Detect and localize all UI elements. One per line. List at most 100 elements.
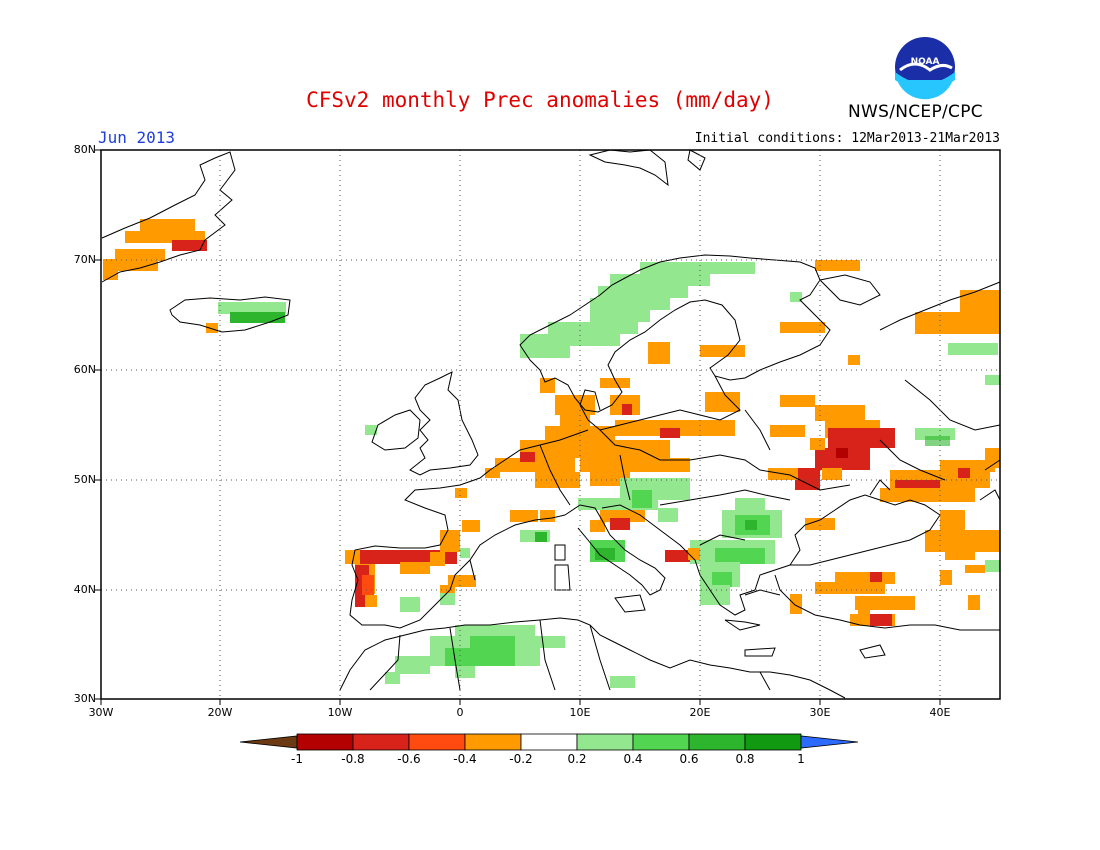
anomaly-cell xyxy=(648,342,670,364)
anomaly-cell xyxy=(560,412,590,426)
anomaly-cell xyxy=(520,346,570,358)
anomaly-cell xyxy=(460,548,470,558)
anomaly-cell xyxy=(540,510,555,522)
colorbar-label: -0.4 xyxy=(453,752,477,766)
tick-marks xyxy=(95,149,941,705)
colorbar-label: 1 xyxy=(797,752,805,766)
anomaly-cell xyxy=(103,268,118,280)
anomaly-cell xyxy=(400,597,420,612)
anomaly-cell xyxy=(815,448,870,470)
colorbar-swatch xyxy=(632,733,690,751)
anomaly-cell xyxy=(545,426,615,442)
anomaly-cell xyxy=(540,378,555,393)
colorbar-swatch xyxy=(744,733,802,751)
lat-label: 30N xyxy=(73,692,96,705)
anomaly-cell xyxy=(640,262,755,274)
anomaly-cell xyxy=(600,378,630,388)
anomaly-cell xyxy=(172,240,207,251)
anomaly-cells xyxy=(103,219,1000,688)
anomaly-cell xyxy=(660,428,680,438)
anomaly-cell xyxy=(598,286,688,298)
colorbar-label: -0.6 xyxy=(397,752,421,766)
anomaly-cell xyxy=(705,392,740,412)
anomaly-cell xyxy=(828,428,873,448)
anomaly-cell xyxy=(485,468,500,478)
anomaly-cell xyxy=(965,565,985,573)
anomaly-cell xyxy=(520,440,670,458)
anomaly-cell xyxy=(712,572,732,587)
anomaly-cell xyxy=(745,520,757,530)
lon-label: 10W xyxy=(327,706,353,719)
anomaly-cell xyxy=(835,572,895,584)
anomaly-cell xyxy=(620,478,690,500)
anomaly-cell xyxy=(948,343,998,355)
anomaly-cell xyxy=(848,355,860,365)
anomaly-cell xyxy=(658,508,678,522)
anomaly-cell xyxy=(665,550,690,562)
colorbar-swatch xyxy=(576,733,634,751)
anomaly-cell xyxy=(580,458,690,472)
anomaly-cell xyxy=(218,302,286,314)
period-label: Jun 2013 xyxy=(98,128,176,147)
colorbar-right-arrow xyxy=(800,735,859,749)
anomaly-cell xyxy=(622,404,632,415)
anomaly-cell xyxy=(462,520,480,532)
organization-label: NWS/NCEP/CPC xyxy=(848,102,983,122)
anomaly-cell xyxy=(822,468,842,480)
anomaly-cell xyxy=(945,548,975,560)
lat-label: 50N xyxy=(73,473,96,486)
lat-label: 60N xyxy=(73,363,96,376)
anomaly-cell xyxy=(610,518,630,530)
anomaly-cell xyxy=(960,290,1000,312)
colorbar xyxy=(239,733,859,751)
anomaly-cell xyxy=(968,595,980,610)
colorbar-swatch xyxy=(408,733,466,751)
anomaly-cell xyxy=(470,636,515,666)
lon-label: 40E xyxy=(929,706,951,719)
anomaly-cell xyxy=(870,428,895,448)
anomaly-cell xyxy=(345,550,360,564)
colorbar-label: -1 xyxy=(291,752,303,766)
anomaly-cell xyxy=(715,548,765,564)
colorbar-swatch xyxy=(520,733,578,751)
anomaly-cell xyxy=(700,345,745,357)
anomaly-cell xyxy=(858,605,870,615)
anomaly-cell xyxy=(810,438,825,450)
anomaly-cell xyxy=(230,312,285,323)
anomaly-cell xyxy=(520,452,535,462)
anomaly-cell xyxy=(590,298,670,310)
colorbar-swatch xyxy=(296,733,354,751)
anomaly-cell xyxy=(595,548,615,560)
anomaly-cell xyxy=(780,395,815,407)
anomaly-cell xyxy=(925,530,1000,552)
anomaly-cell xyxy=(940,460,995,472)
anomaly-cell xyxy=(688,548,700,560)
anomaly-cell xyxy=(870,572,882,582)
anomaly-cell xyxy=(535,472,580,488)
anomaly-cell xyxy=(780,322,825,333)
anomaly-cell xyxy=(815,405,865,421)
anomaly-cell xyxy=(140,219,195,231)
colorbar-label: -0.8 xyxy=(341,752,365,766)
anomaly-cell xyxy=(510,510,538,522)
lon-label: 20E xyxy=(689,706,711,719)
anomaly-cell xyxy=(836,448,848,458)
anomaly-cell xyxy=(440,530,460,552)
anomaly-cell xyxy=(548,322,638,334)
anomaly-cell xyxy=(430,552,445,566)
anomaly-cell xyxy=(958,468,970,478)
colorbar-label: 0.8 xyxy=(735,752,755,766)
anomaly-cell xyxy=(590,310,650,322)
lon-label: 10E xyxy=(569,706,591,719)
anomaly-cell xyxy=(535,532,547,542)
anomaly-cell xyxy=(590,520,605,532)
lon-label: 30E xyxy=(809,706,831,719)
colorbar-label: 0.6 xyxy=(679,752,699,766)
anomaly-cell xyxy=(805,518,835,530)
anomaly-cell xyxy=(445,648,470,666)
colorbar-label: 0.4 xyxy=(623,752,643,766)
anomaly-cell xyxy=(115,249,165,261)
anomaly-cell xyxy=(925,436,950,446)
anomaly-cell xyxy=(795,468,820,490)
